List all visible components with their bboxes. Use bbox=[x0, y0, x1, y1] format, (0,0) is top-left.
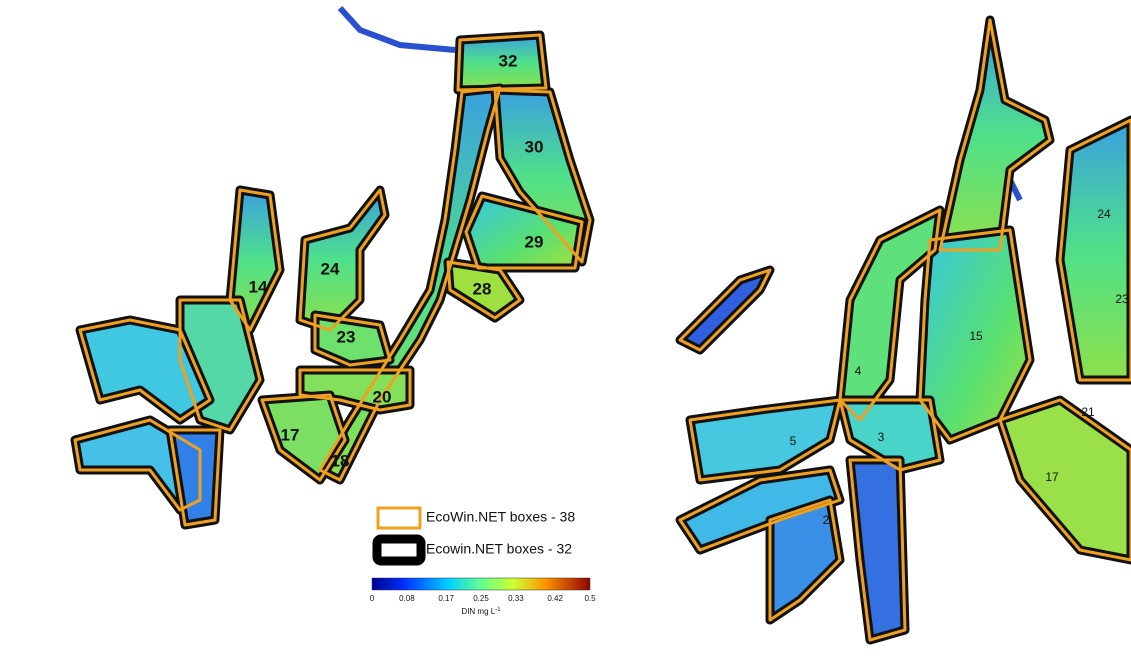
box-label: 23 bbox=[337, 327, 356, 346]
colorbar-tick-label: 0.33 bbox=[508, 594, 524, 603]
colorbar-tick-label: 0.17 bbox=[438, 594, 454, 603]
box-outline bbox=[300, 190, 385, 330]
box-label: 28 bbox=[473, 279, 492, 298]
box-label: 15 bbox=[969, 329, 983, 343]
box-label: 24 bbox=[1097, 207, 1111, 221]
colorbar-tick-label: 0.42 bbox=[547, 594, 563, 603]
colorbar-tick-label: 0.08 bbox=[399, 594, 415, 603]
colorbar-label-text: DIN mg L bbox=[461, 607, 495, 616]
colorbar bbox=[372, 578, 590, 590]
box-label: 29 bbox=[525, 232, 544, 251]
box-label: 17 bbox=[1045, 470, 1059, 484]
legend-swatch bbox=[377, 539, 421, 561]
legend-label: EcoWin.NET boxes - 38 bbox=[426, 509, 575, 525]
box-label: 2 bbox=[823, 513, 830, 527]
box-outline bbox=[680, 270, 770, 350]
colorbar-tick-label: 0.5 bbox=[584, 594, 596, 603]
figure: 32 30 29 28 24 23 20 18 17 14 24 23 15 4… bbox=[0, 0, 1131, 660]
legend-label: Ecowin.NET boxes - 32 bbox=[426, 541, 572, 557]
river bbox=[340, 8, 1020, 200]
colorbar-label: DIN mg L-1 bbox=[461, 607, 501, 617]
colorbar-ticks: 0 0.08 0.17 0.25 0.33 0.42 0.5 bbox=[370, 594, 596, 603]
box-label: 4 bbox=[855, 364, 862, 378]
box-label: 14 bbox=[249, 277, 268, 296]
box-label: 18 bbox=[331, 451, 350, 470]
legend-swatch bbox=[378, 508, 420, 528]
box-label: 17 bbox=[281, 425, 300, 444]
box-label: 3 bbox=[878, 430, 885, 444]
colorbar-tick-label: 0.25 bbox=[473, 594, 489, 603]
colorbar-label-sup: -1 bbox=[495, 607, 501, 613]
colorbar-tick-label: 0 bbox=[370, 594, 375, 603]
box-label: 32 bbox=[499, 51, 518, 70]
box-label: 23 bbox=[1115, 292, 1129, 306]
box-label: 24 bbox=[321, 259, 340, 278]
box-label: 5 bbox=[790, 434, 797, 448]
box-label: 21 bbox=[1081, 405, 1095, 419]
box-label: 20 bbox=[373, 387, 392, 406]
estuary-map bbox=[75, 8, 1131, 640]
box-label: 30 bbox=[525, 137, 544, 156]
